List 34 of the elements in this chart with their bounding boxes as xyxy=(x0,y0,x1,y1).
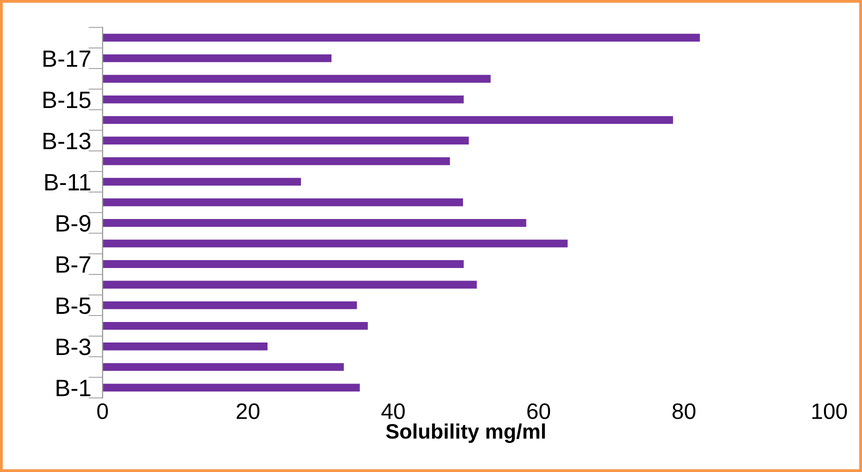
x-tick-label: 60 xyxy=(527,403,550,420)
bar xyxy=(102,54,332,62)
bar xyxy=(102,260,464,268)
bar xyxy=(102,157,450,166)
y-tick-label: B-1 xyxy=(56,380,90,396)
y-tick-label: B-17 xyxy=(44,50,90,67)
bar xyxy=(102,74,491,83)
y-tick-label: B-9 xyxy=(56,214,90,232)
bar xyxy=(102,178,301,186)
y-tick-label: B-3 xyxy=(56,338,90,356)
bar xyxy=(102,384,360,392)
bar xyxy=(102,116,674,124)
bar xyxy=(102,34,700,42)
bar xyxy=(102,363,344,371)
y-tick-label: B-13 xyxy=(44,132,90,150)
x-axis-title: Solubility mg/ml xyxy=(386,423,545,443)
bar xyxy=(102,96,464,104)
x-tick-label: 80 xyxy=(672,403,696,420)
bar xyxy=(102,136,469,144)
y-tick-label: B-5 xyxy=(56,298,90,314)
bar xyxy=(102,198,464,206)
y-tick-label: B-15 xyxy=(44,92,90,108)
bar xyxy=(102,342,268,350)
x-tick-label: 0 xyxy=(97,403,108,420)
bar xyxy=(102,301,357,310)
bar xyxy=(102,219,526,227)
bar xyxy=(102,322,368,330)
x-tick-label: 40 xyxy=(381,403,405,420)
bar xyxy=(102,240,568,248)
x-tick-label: 20 xyxy=(236,403,260,420)
x-tick-label: 100 xyxy=(812,403,847,420)
y-tick-label: B-11 xyxy=(45,174,90,190)
y-tick-label: B-7 xyxy=(56,256,90,273)
bar xyxy=(102,280,477,289)
